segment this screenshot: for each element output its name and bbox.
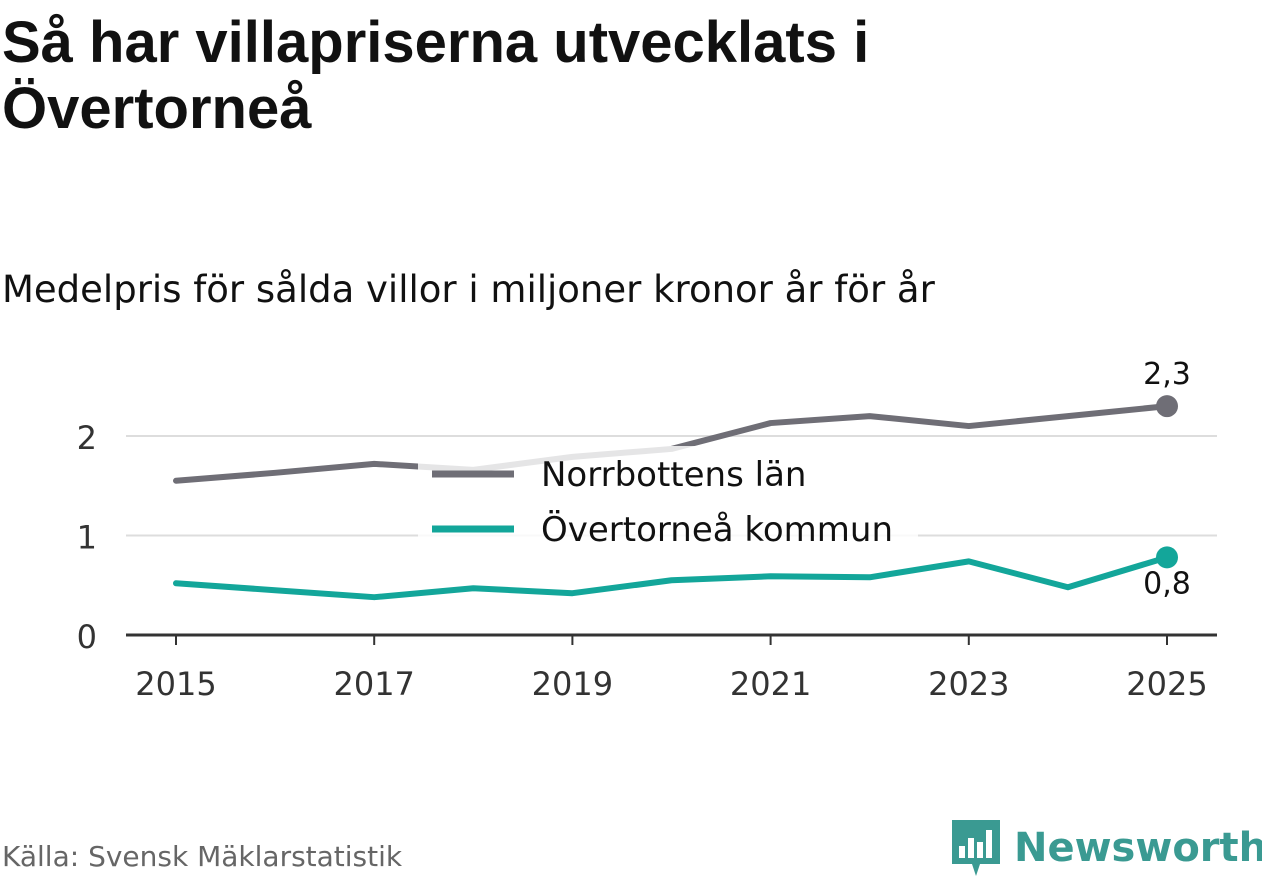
y-tick-label: 1 bbox=[77, 519, 97, 557]
x-axis: 2015 2017 2019 2021 2023 2025 bbox=[126, 633, 1217, 703]
legend: Norrbottens län Övertorneå kommun bbox=[418, 446, 918, 550]
legend-background bbox=[418, 446, 918, 550]
series-line bbox=[173, 554, 1170, 601]
y-tick-label: 2 bbox=[77, 419, 97, 457]
end-marker bbox=[1156, 395, 1178, 418]
chart-subtitle: Medelpris för sålda villor i miljoner kr… bbox=[2, 268, 935, 311]
newsworthy-logo: Newsworthy bbox=[950, 818, 1262, 878]
x-tick-label: 2025 bbox=[1126, 665, 1207, 703]
end-value-label: 2,3 bbox=[1143, 357, 1191, 392]
end-marker bbox=[1156, 546, 1178, 569]
y-axis-ticks: 0 1 2 bbox=[77, 419, 97, 656]
brand-name: Newsworthy bbox=[1014, 825, 1262, 871]
end-value-label: 0,8 bbox=[1143, 566, 1191, 601]
x-tick-label: 2021 bbox=[730, 665, 811, 703]
source-note: Källa: Svensk Mäklarstatistik bbox=[2, 840, 403, 873]
legend-label: Övertorneå kommun bbox=[541, 509, 893, 550]
x-tick-label: 2017 bbox=[333, 665, 414, 703]
x-tick-label: 2015 bbox=[135, 665, 216, 703]
chart-title: Så har villapriserna utvecklats i Överto… bbox=[2, 10, 870, 141]
x-tick-label: 2023 bbox=[928, 665, 1009, 703]
newsworthy-logo-icon bbox=[952, 820, 1000, 876]
y-tick-label: 0 bbox=[77, 618, 97, 656]
legend-label: Norrbottens län bbox=[541, 455, 806, 495]
end-markers: 2,3 0,8 bbox=[1143, 357, 1191, 601]
x-tick-label: 2019 bbox=[532, 665, 613, 703]
